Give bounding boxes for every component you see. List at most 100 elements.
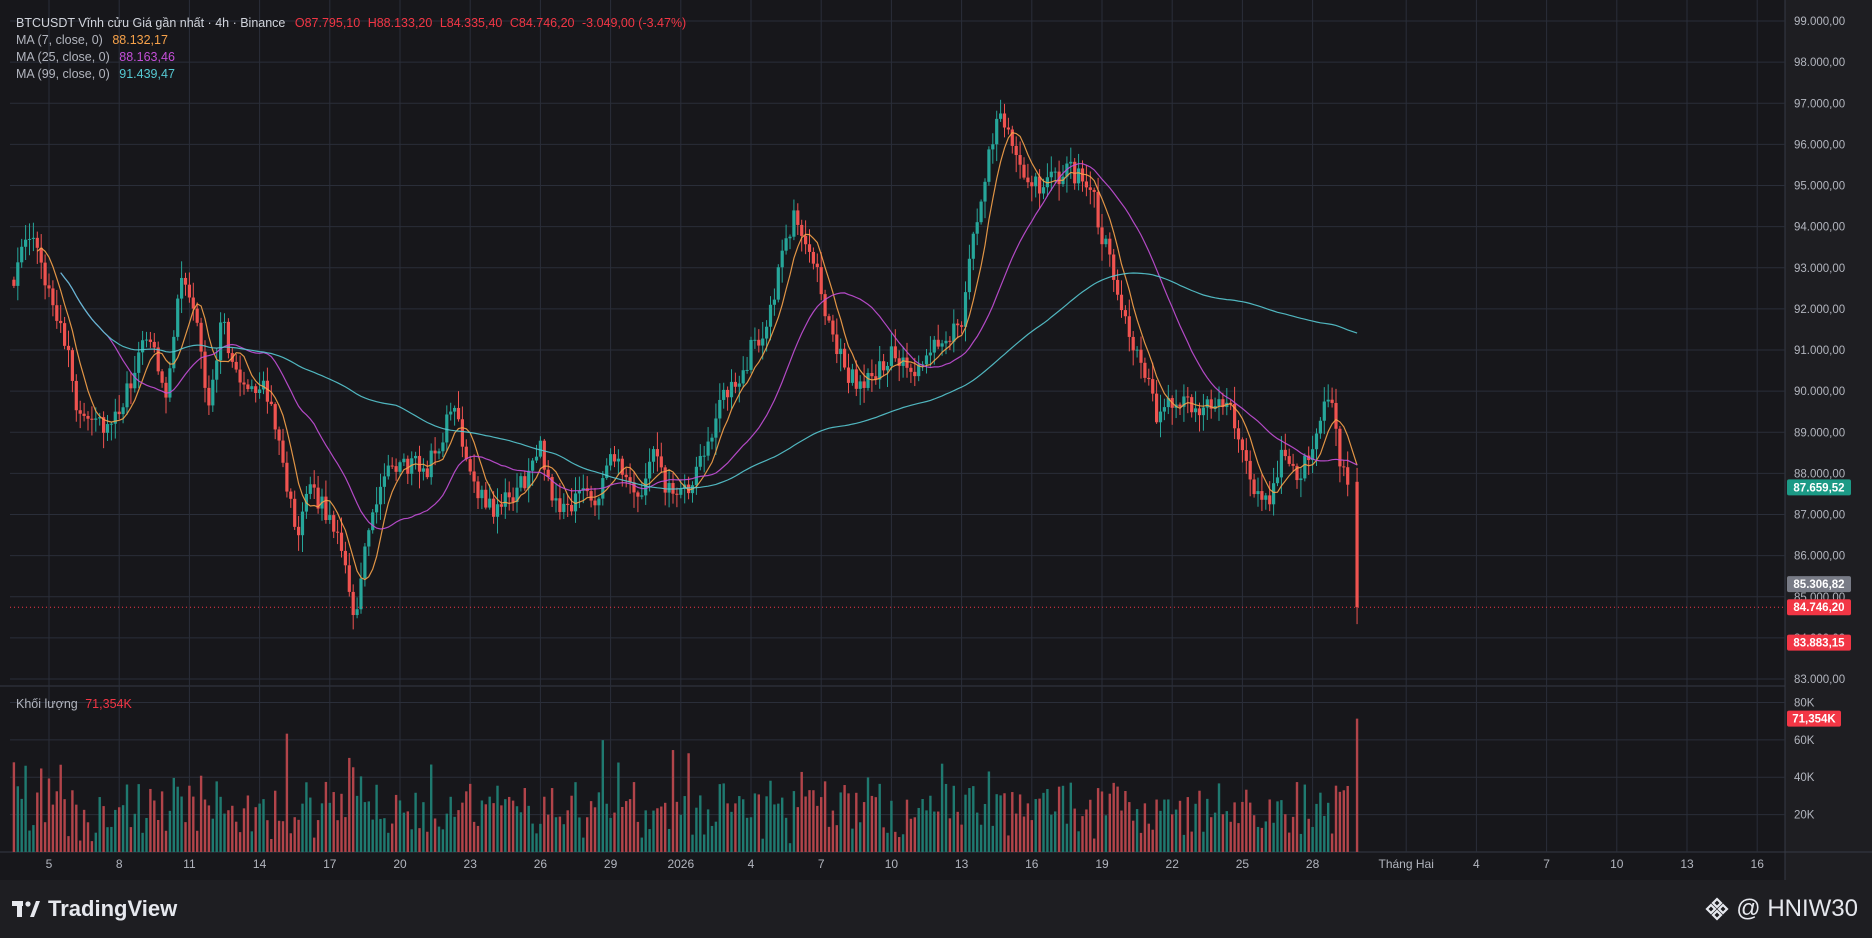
candle-body bbox=[437, 451, 441, 454]
volume-bar bbox=[1015, 813, 1018, 852]
candle-body bbox=[948, 340, 952, 342]
open-value: O87.795,10 bbox=[294, 16, 361, 30]
indicator-ma7[interactable]: MA (7, close, 0) 88.132,17 bbox=[16, 32, 686, 49]
symbol-title[interactable]: BTCUSDT Vĩnh cửu Giá gần nhất · 4h · Bin… bbox=[16, 16, 286, 30]
candle-body bbox=[839, 348, 843, 355]
volume-bar bbox=[582, 837, 585, 852]
tradingview-logo-icon bbox=[12, 901, 40, 917]
price-tick-label: 83.000,00 bbox=[1794, 674, 1845, 686]
candle-body bbox=[1155, 393, 1159, 423]
candle-body bbox=[410, 458, 414, 474]
candle-body bbox=[43, 262, 47, 286]
volume-legend[interactable]: Khối lượng 71,354K bbox=[16, 697, 132, 711]
volume-bar bbox=[1342, 790, 1345, 852]
candle-body bbox=[394, 466, 398, 472]
volume-bar bbox=[1132, 820, 1135, 852]
volume-bar bbox=[1190, 831, 1193, 852]
volume-bar bbox=[1268, 799, 1271, 852]
volume-bar bbox=[1159, 810, 1162, 852]
candle-body bbox=[1217, 399, 1221, 407]
candle-body bbox=[160, 371, 164, 383]
volume-bar bbox=[1147, 823, 1150, 852]
candle-body bbox=[527, 470, 531, 489]
candle-body bbox=[1233, 403, 1237, 429]
high-value: H88.133,20 bbox=[367, 16, 433, 30]
volume-bar bbox=[788, 843, 792, 852]
volume-bar bbox=[812, 790, 815, 852]
candle-body bbox=[792, 210, 796, 237]
volume-bar bbox=[16, 786, 19, 852]
volume-bar bbox=[886, 832, 889, 852]
candle-body bbox=[39, 247, 43, 263]
candle-body bbox=[476, 481, 480, 499]
candle-body bbox=[1127, 316, 1131, 337]
price-tick-label: 98.000,00 bbox=[1794, 57, 1845, 69]
time-tick-label: 10 bbox=[1610, 857, 1624, 871]
volume-bar bbox=[465, 791, 468, 852]
candle-body bbox=[811, 251, 815, 264]
candle-body bbox=[515, 487, 519, 502]
volume-bar bbox=[1315, 803, 1318, 852]
candle-body bbox=[343, 550, 347, 566]
volume-bar bbox=[1050, 814, 1053, 852]
volume-bar bbox=[352, 767, 355, 852]
volume-bar bbox=[1081, 816, 1084, 852]
volume-bar bbox=[781, 797, 784, 852]
indicator-ma25[interactable]: MA (25, close, 0) 88.163,46 bbox=[16, 49, 686, 66]
candle-body bbox=[1073, 161, 1077, 184]
candle-body bbox=[620, 458, 624, 475]
volume-bar bbox=[1291, 816, 1295, 852]
candle-body bbox=[636, 492, 640, 497]
candle-body bbox=[226, 321, 230, 354]
volume-bar bbox=[558, 816, 562, 852]
candle-body bbox=[55, 305, 59, 321]
volume-bar bbox=[554, 817, 558, 852]
candle-body bbox=[963, 292, 968, 327]
volume-bar bbox=[328, 802, 331, 852]
tradingview-logo[interactable]: TradingView bbox=[12, 896, 177, 922]
volume-bar bbox=[476, 825, 480, 852]
volume-bar bbox=[847, 793, 850, 852]
candle-body bbox=[417, 455, 422, 472]
candle-body bbox=[51, 288, 55, 306]
candle-body bbox=[289, 491, 293, 499]
candle-body bbox=[94, 418, 98, 420]
volume-badge bbox=[1787, 710, 1841, 727]
volume-bar bbox=[227, 810, 230, 852]
candle-body bbox=[609, 454, 613, 466]
volume-bar bbox=[679, 814, 682, 852]
time-tick-label: 22 bbox=[1166, 857, 1180, 871]
volume-bar bbox=[535, 833, 538, 852]
volume-bar bbox=[1108, 793, 1111, 852]
candle-body bbox=[718, 399, 722, 419]
volume-bar bbox=[792, 791, 796, 852]
volume-bar bbox=[987, 771, 991, 852]
candle-body bbox=[1084, 181, 1088, 188]
volume-bar bbox=[972, 786, 975, 852]
volume-bar bbox=[1042, 792, 1045, 852]
volume-bar bbox=[835, 825, 838, 852]
candle-body bbox=[31, 237, 35, 239]
volume-bar bbox=[1319, 792, 1322, 852]
volume-badge-label: 71,354K bbox=[1792, 714, 1836, 726]
candle-body bbox=[679, 488, 683, 495]
candle-body bbox=[1295, 465, 1299, 481]
volume-bar bbox=[301, 803, 304, 852]
volume-bar bbox=[1065, 823, 1069, 852]
volume-bar bbox=[94, 832, 97, 852]
candle-body bbox=[597, 498, 601, 506]
volume-bar bbox=[1229, 821, 1232, 852]
candle-body bbox=[1260, 491, 1264, 500]
candle-body bbox=[507, 492, 511, 498]
indicator-ma99[interactable]: MA (99, close, 0) 91.439,47 bbox=[16, 66, 686, 83]
volume-bar bbox=[1046, 789, 1049, 852]
candle-body bbox=[144, 339, 149, 341]
volume-bar bbox=[761, 838, 764, 852]
volume-bar bbox=[20, 798, 23, 852]
time-tick-label: 5 bbox=[46, 857, 53, 871]
time-tick-label: 23 bbox=[464, 857, 478, 871]
candle-body bbox=[261, 380, 266, 390]
volume-bar bbox=[925, 810, 928, 852]
